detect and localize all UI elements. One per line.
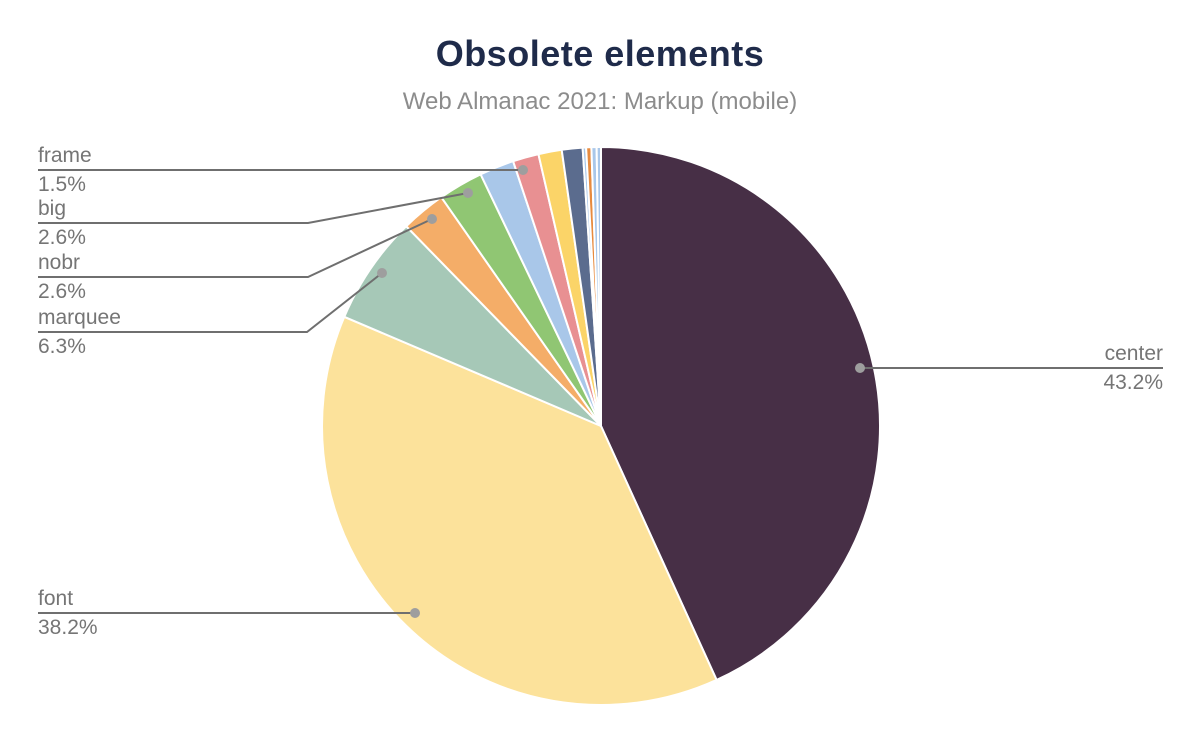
big-leader-line [38, 192, 469, 224]
big-callout-name: big [38, 197, 67, 220]
nobr-callout-value: 2.6% [38, 280, 86, 303]
marquee-leader-line [38, 272, 383, 333]
center-callout-name: center [1104, 342, 1163, 365]
font-callout-name: font [38, 587, 74, 610]
nobr-leader-line [38, 218, 433, 278]
big-leader-dot [463, 188, 473, 198]
big-callout-value: 2.6% [38, 226, 86, 249]
pie-slice-unlabeled-13[interactable] [595, 145, 602, 427]
nobr-callout-name: nobr [38, 251, 81, 274]
marquee-leader-dot [377, 268, 387, 278]
font-leader-dot [410, 608, 420, 618]
center-callout-value: 43.2% [1103, 371, 1163, 394]
marquee-callout-value: 6.3% [38, 335, 86, 358]
frame-callout-value: 1.5% [38, 173, 86, 196]
pie-slice-center[interactable] [600, 146, 881, 681]
frame-callout-name: frame [38, 144, 92, 167]
pie-slice-font[interactable] [321, 315, 718, 706]
marquee-callout-name: marquee [38, 306, 121, 329]
center-leader-dot [855, 363, 865, 373]
font-callout-value: 38.2% [38, 616, 98, 639]
pie-slices [321, 145, 881, 706]
frame-leader-dot [518, 165, 528, 175]
chart-subtitle: Web Almanac 2021: Markup (mobile) [402, 88, 798, 115]
nobr-leader-dot [427, 214, 437, 224]
chart-title: Obsolete elements [435, 33, 765, 74]
callout-leader-lines [38, 165, 1163, 618]
